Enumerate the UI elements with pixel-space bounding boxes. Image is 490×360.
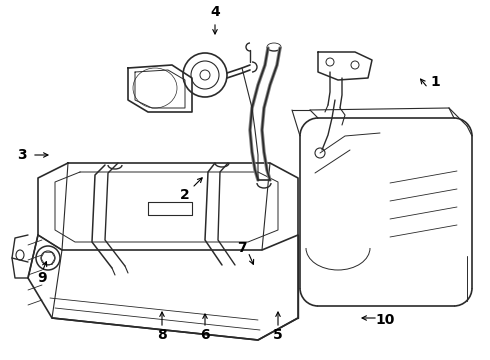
Text: 9: 9 [37, 271, 47, 285]
Text: 10: 10 [375, 313, 394, 327]
Text: 6: 6 [200, 328, 210, 342]
Text: 3: 3 [17, 148, 27, 162]
Text: 5: 5 [273, 328, 283, 342]
Text: 2: 2 [180, 188, 190, 202]
Text: 1: 1 [430, 75, 440, 89]
Text: 7: 7 [237, 241, 247, 255]
Text: 4: 4 [210, 5, 220, 19]
Text: 8: 8 [157, 328, 167, 342]
